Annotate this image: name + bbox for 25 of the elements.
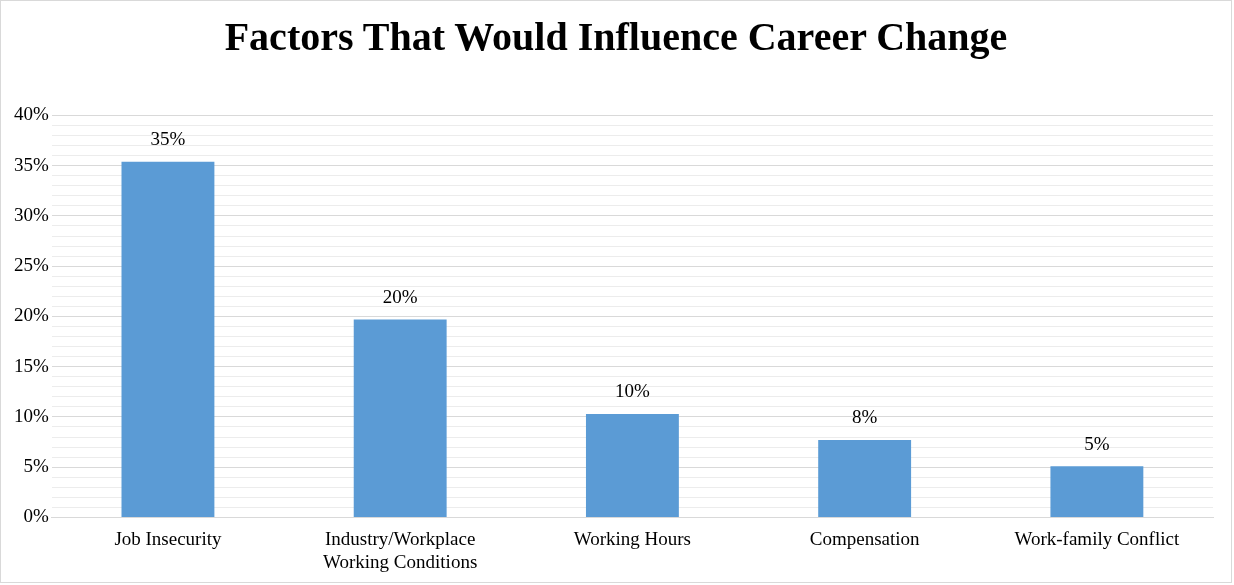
data-label: 8% bbox=[851, 406, 878, 428]
x-tick-label: Compensation bbox=[809, 527, 921, 549]
y-tick-label: 15% bbox=[14, 354, 49, 376]
y-tick-label: 0% bbox=[23, 505, 49, 527]
bar bbox=[585, 413, 679, 517]
y-tick-label: 40% bbox=[14, 103, 49, 125]
x-tick-label: Industry/Workplace Working Conditions bbox=[323, 527, 478, 572]
bar bbox=[353, 319, 447, 517]
data-label: 10% bbox=[615, 380, 650, 402]
x-tick-label: Work-family Conflict bbox=[1014, 527, 1180, 549]
data-label: 20% bbox=[382, 285, 418, 307]
chart-title: Factors That Would Influence Career Change bbox=[223, 13, 1009, 60]
x-tick-label: Job Insecurity bbox=[114, 527, 222, 549]
data-label: 5% bbox=[1084, 432, 1110, 454]
bar bbox=[1050, 466, 1144, 517]
y-tick-label: 30% bbox=[14, 203, 49, 225]
x-tick-label: Working Hours bbox=[573, 527, 692, 549]
y-tick-label: 5% bbox=[23, 455, 49, 477]
y-tick-label: 20% bbox=[14, 304, 49, 326]
bar bbox=[818, 440, 912, 517]
y-tick-label: 35% bbox=[14, 153, 49, 175]
data-label: 35% bbox=[150, 128, 186, 150]
y-tick-label: 10% bbox=[14, 404, 49, 426]
bar bbox=[121, 161, 215, 517]
y-tick-label: 25% bbox=[14, 254, 49, 276]
